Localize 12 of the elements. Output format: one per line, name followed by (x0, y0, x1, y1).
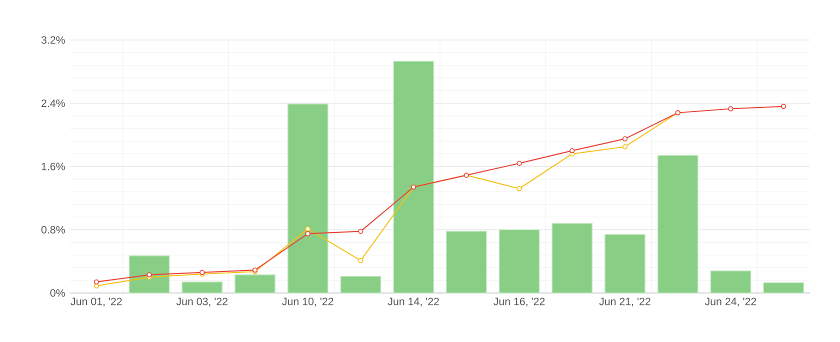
x-tick-label: Jun 03, '22 (176, 298, 228, 307)
x-tick-label: Jun 01, '22 (70, 298, 122, 307)
y-tick-label: 0.8% (41, 226, 65, 234)
x-tick-label: Jun 21, '22 (599, 298, 650, 307)
y-tick-label: 1.6% (42, 162, 65, 170)
y-tick-label: 3.2% (41, 36, 65, 44)
x-tick-label: Jun 14, '22 (388, 298, 439, 307)
x-tick-label: Jun 10, '22 (282, 298, 334, 307)
x-tick-label: Jun 24, '22 (704, 298, 756, 307)
x-tick-label: Jun 16, '22 (494, 298, 545, 307)
y-tick-label: 2.4% (42, 99, 65, 107)
y-tick-label: 0% (50, 289, 65, 297)
